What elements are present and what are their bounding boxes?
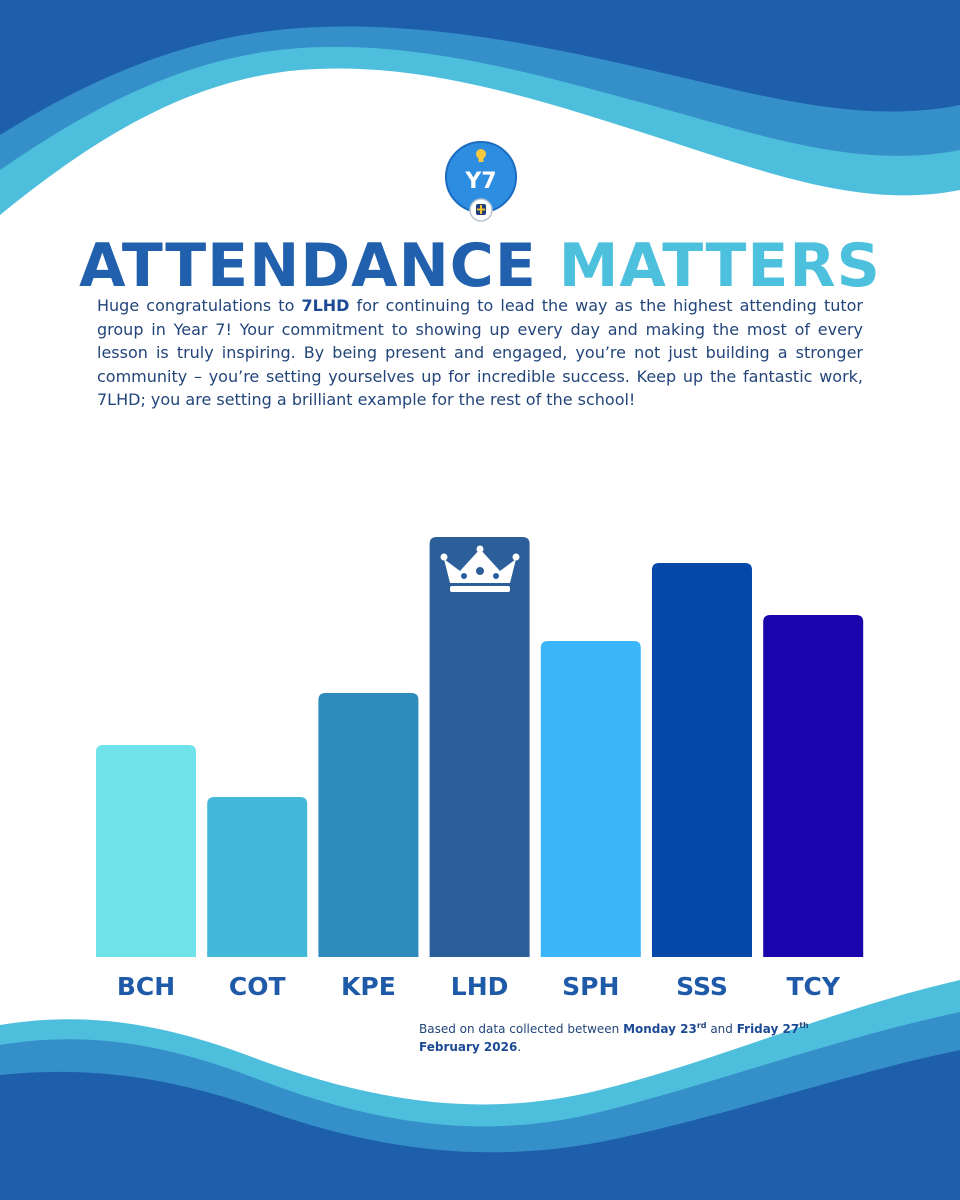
page-title: ATTENDANCE MATTERS	[0, 228, 960, 304]
title-word-attendance: ATTENDANCE	[79, 231, 537, 301]
bar-kpe	[318, 693, 419, 957]
category-label-lhd: LHD	[451, 972, 509, 1001]
footnote-month-year: February 2026	[419, 1040, 518, 1054]
bar-sph	[540, 641, 641, 957]
lightbulb-icon	[476, 149, 486, 162]
y7-logo-text: Y7	[464, 169, 496, 194]
footnote-and: and	[706, 1022, 737, 1036]
intro-paragraph: Huge congratulations to 7LHD for continu…	[97, 294, 863, 412]
y7-logo: Y7	[445, 141, 517, 222]
footnote-end-date: Friday 27	[736, 1022, 800, 1036]
bar-lhd	[429, 537, 530, 957]
top-wave-decoration	[0, 0, 960, 215]
intro-text-start: Huge congratulations to	[97, 296, 302, 315]
crown-icon	[440, 545, 520, 592]
footnote-start-date: Monday 23	[623, 1022, 697, 1036]
footnote-start-suffix: rd	[696, 1021, 707, 1030]
bar-tcy	[763, 615, 864, 957]
category-label-tcy: TCY	[786, 972, 840, 1001]
footnote-end-suffix: th	[799, 1021, 809, 1030]
attendance-bar-chart: BCH COT KPE LHD SPH SSS TCY	[96, 537, 864, 1001]
bar-cot	[207, 797, 308, 957]
footnote-period: .	[517, 1040, 522, 1054]
intro-highlight: 7LHD	[301, 296, 350, 315]
bar-bch	[96, 745, 196, 957]
category-label-sss: SSS	[676, 972, 728, 1001]
footnote-text: Based on data collected between	[419, 1022, 624, 1036]
data-source-footnote: Based on data collected between Monday 2…	[419, 1017, 859, 1056]
title-word-matters: MATTERS	[558, 231, 881, 301]
category-label-cot: COT	[229, 972, 286, 1001]
category-label-bch: BCH	[117, 972, 175, 1001]
bar-sss	[652, 563, 752, 957]
category-label-kpe: KPE	[341, 972, 396, 1001]
intro-text-rest: for continuing to lead the way as the hi…	[97, 296, 863, 409]
category-label-sph: SPH	[562, 972, 619, 1001]
